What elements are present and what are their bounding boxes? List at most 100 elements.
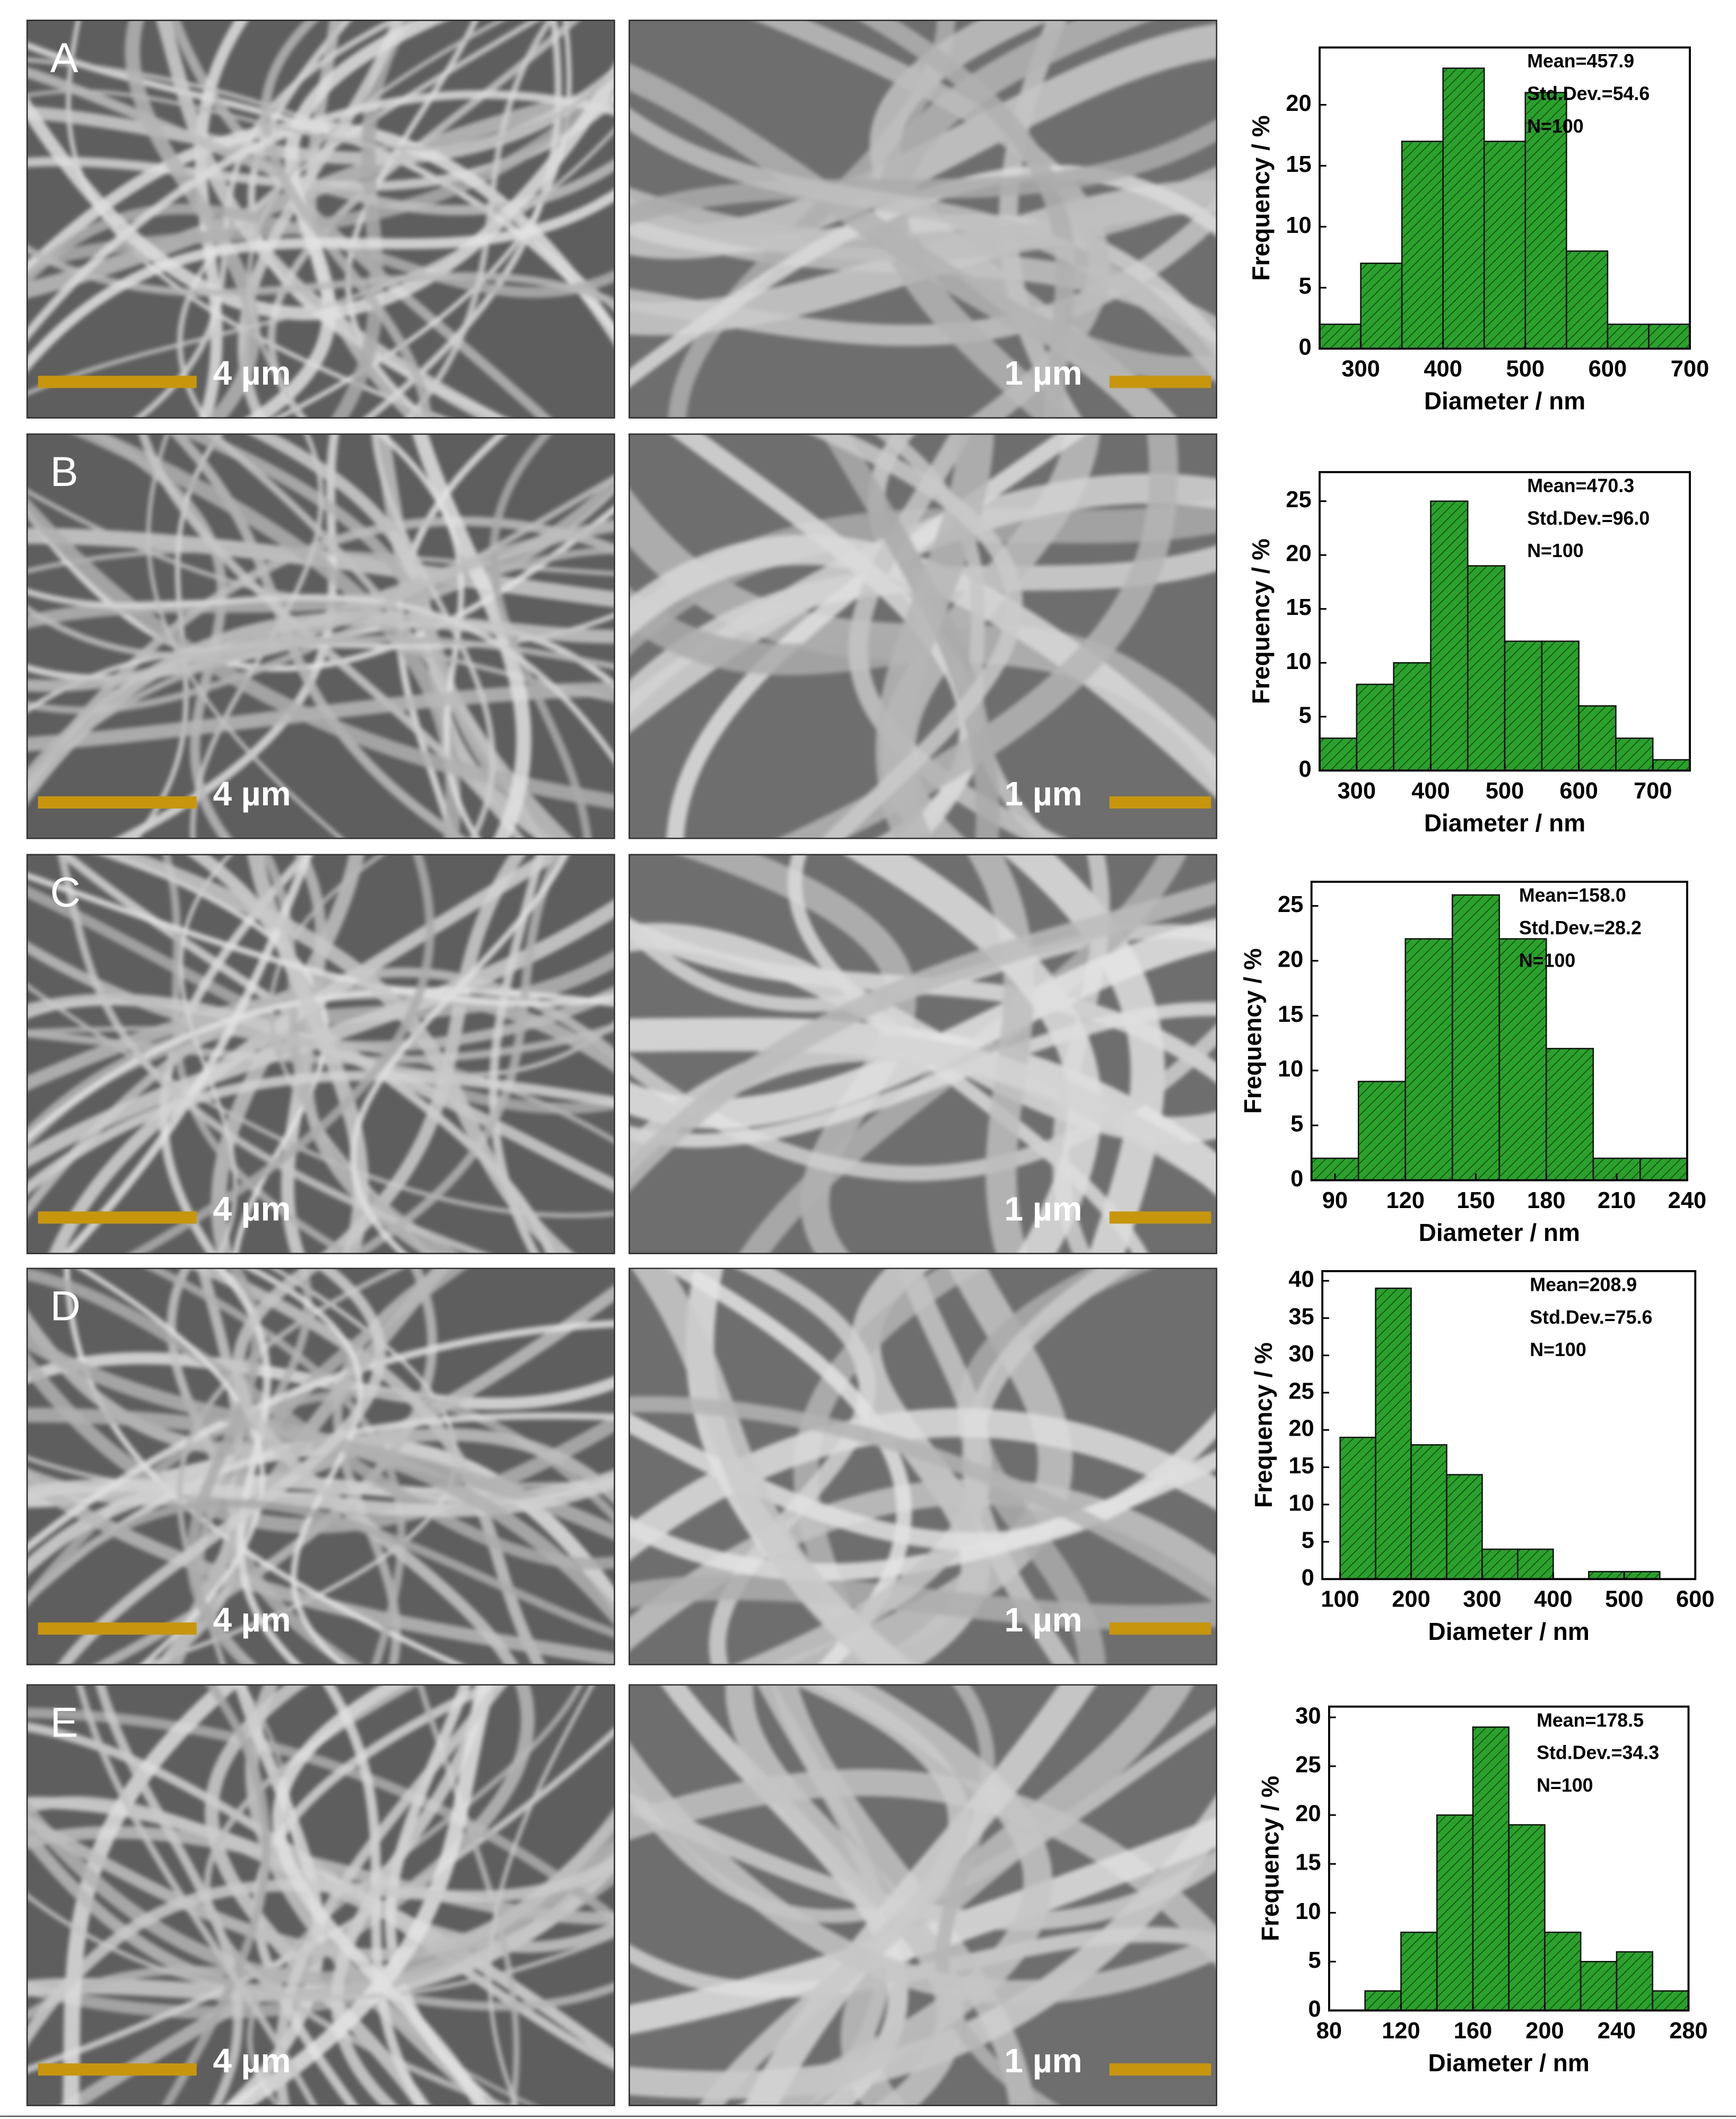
y-tick-label: 15 <box>1286 152 1311 177</box>
x-tick-label: 700 <box>1634 778 1672 804</box>
fiber <box>725 1684 965 2106</box>
fiber <box>268 854 430 1254</box>
fiber <box>844 854 1102 1254</box>
image-border <box>26 1267 615 1665</box>
y-tick-label: 30 <box>1295 1703 1321 1729</box>
histogram-chart: 0 5 10 15 20 25 30 35 40 100 200 300 400 500 600 Diamet… <box>1250 1267 1715 1645</box>
x-axis-label: Diameter / nm <box>1424 809 1585 837</box>
fibers <box>629 20 1217 418</box>
x-tick-label: 150 <box>1456 1188 1495 1213</box>
image-border <box>26 433 615 839</box>
bar <box>1607 323 1650 350</box>
fiber <box>744 1684 1096 2106</box>
fibers <box>27 1684 615 2106</box>
fiber <box>260 20 432 418</box>
bar <box>1624 1570 1661 1580</box>
fiber <box>629 1411 1217 1551</box>
sem-image: 4 µm C <box>26 854 615 1254</box>
fiber <box>629 1396 1217 1604</box>
fiber <box>822 434 1000 839</box>
annotation: Std.Dev.=75.6 <box>1530 1307 1652 1328</box>
y-tick-label: 20 <box>1295 1801 1321 1827</box>
bar <box>1400 1931 1438 2011</box>
fiber <box>76 1268 265 1665</box>
sem-image: 1 µm <box>629 1267 1217 1665</box>
fiber <box>27 516 615 794</box>
y-tick-label: 0 <box>1298 757 1311 782</box>
annotation: Mean=208.9 <box>1530 1274 1637 1295</box>
bar <box>1615 737 1654 771</box>
y-tick-label: 15 <box>1288 1453 1314 1479</box>
y-tick-label: 5 <box>1302 1528 1314 1553</box>
fiber <box>709 1268 876 1665</box>
y-axis-label: Frequency / % <box>1247 115 1275 281</box>
plot-frame <box>1319 46 1691 350</box>
y-tick-label: 30 <box>1288 1341 1314 1367</box>
y-tick-label: 5 <box>1308 1948 1321 1973</box>
fiber <box>345 20 479 418</box>
y-tick-label: 40 <box>1288 1267 1314 1292</box>
x-tick-label: 210 <box>1598 1188 1636 1213</box>
fiber <box>76 1684 318 2106</box>
plot-frame <box>1328 1705 1690 2012</box>
fiber <box>629 63 1217 381</box>
fiber <box>27 1070 615 1195</box>
x-tick-label: 600 <box>1589 357 1627 382</box>
fiber <box>629 1769 1217 1967</box>
x-tick-label: 180 <box>1527 1188 1565 1213</box>
fiber <box>405 20 554 418</box>
scale-bar <box>38 2063 197 2076</box>
bar <box>1472 1726 1510 2011</box>
x-tick-label: 300 <box>1338 778 1376 804</box>
fibers <box>629 434 1217 839</box>
x-tick-label: 80 <box>1316 2018 1342 2044</box>
x-tick-label: 280 <box>1669 2018 1708 2044</box>
fiber <box>27 987 615 1143</box>
bar <box>1517 1548 1554 1580</box>
scale-bar-label: 4 µm <box>213 2042 291 2080</box>
bar <box>1541 640 1580 771</box>
annotation: N=100 <box>1537 1775 1593 1796</box>
y-tick-label: 10 <box>1288 1490 1314 1516</box>
x-axis-label: Diameter / nm <box>1428 1618 1590 1645</box>
scale-bar-label: 1 µm <box>1005 775 1083 813</box>
image-border <box>26 854 615 1254</box>
fiber <box>1003 854 1165 1254</box>
fiber <box>877 20 1151 418</box>
bar <box>1508 1824 1546 2011</box>
fiber <box>27 872 615 1007</box>
fiber <box>27 497 615 810</box>
y-tick-label: 20 <box>1286 91 1311 116</box>
sem-image: 1 µm <box>629 854 1217 1254</box>
image-border <box>26 1684 615 2106</box>
y-axis-label: Frequency / % <box>1250 1342 1277 1508</box>
y-tick-label: 5 <box>1298 274 1311 299</box>
fiber <box>27 1824 615 2001</box>
x-tick-label: 500 <box>1506 357 1545 382</box>
bar <box>1364 1990 1402 2011</box>
panel-label: D <box>50 1282 81 1329</box>
bar <box>1436 1814 1474 2011</box>
bar <box>1393 662 1432 771</box>
fiber <box>371 434 496 839</box>
scale-bar <box>1109 376 1211 388</box>
fiber <box>27 635 615 782</box>
y-tick-label: 0 <box>1298 335 1311 360</box>
bar <box>1588 1570 1625 1580</box>
y-axis-label: Frequency / % <box>1247 539 1275 704</box>
x-tick-label: 120 <box>1382 2018 1420 2044</box>
scale-bar-label: 4 µm <box>213 775 291 813</box>
bar <box>1451 894 1501 1181</box>
sem-image: 1 µm <box>629 20 1217 419</box>
panel-label: E <box>50 1698 78 1745</box>
annotation: Std.Dev.=34.3 <box>1537 1742 1659 1764</box>
panel-label: A <box>50 34 78 81</box>
histogram-chart: 0 5 10 15 20 25 300 400 500 600 700 Diameter / nm Fr… <box>1247 471 1691 837</box>
fiber <box>629 1742 1217 2004</box>
fiber <box>629 214 1217 359</box>
y-axis-label: Frequency / % <box>1257 1776 1284 1941</box>
bar <box>1442 67 1485 350</box>
fiber <box>27 588 615 765</box>
fibers <box>27 434 615 839</box>
